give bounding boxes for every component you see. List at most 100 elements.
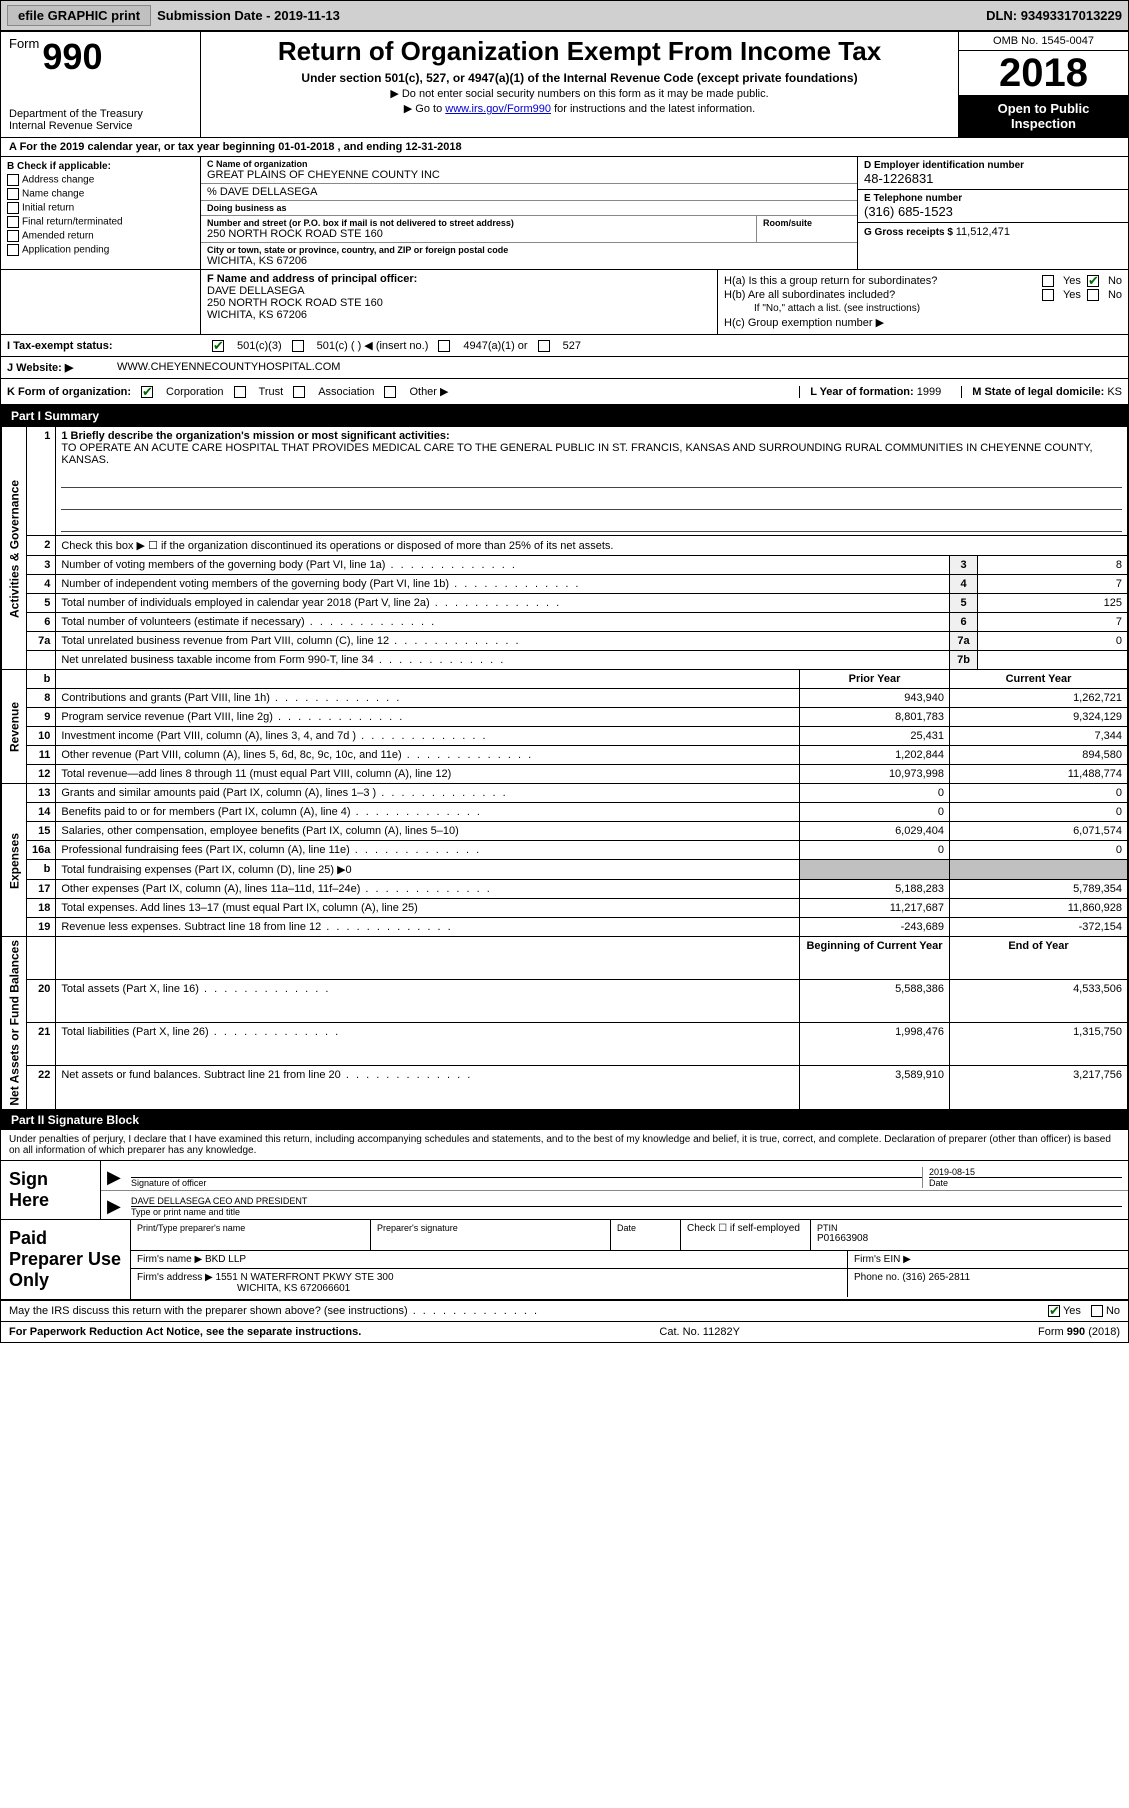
chk-501c[interactable]	[292, 340, 304, 352]
line-9-curr: 9,324,129	[950, 708, 1128, 727]
hb-no[interactable]	[1087, 289, 1099, 301]
city-label: City or town, state or province, country…	[207, 245, 851, 255]
line-16b-prior	[800, 860, 950, 880]
sig-name-title-field: DAVE DELLASEGA CEO AND PRESIDENT Type or…	[131, 1196, 1122, 1217]
chk-501c3[interactable]	[212, 340, 224, 352]
line-7a-box: 7a	[950, 632, 978, 651]
line-1-num: 1	[27, 427, 56, 536]
suite-label: Room/suite	[763, 218, 851, 228]
line-16a-desc: Professional fundraising fees (Part IX, …	[56, 841, 800, 860]
efile-graphic-button[interactable]: efile GRAPHIC print	[7, 5, 151, 26]
line-4-box: 4	[950, 575, 978, 594]
vlabel-na: Net Assets or Fund Balances	[2, 937, 27, 1110]
chk-other[interactable]	[384, 386, 396, 398]
omb-number: OMB No. 1545-0047	[959, 32, 1128, 51]
line-17-prior: 5,188,283	[800, 880, 950, 899]
chk-corporation[interactable]	[141, 386, 153, 398]
line-8-num: 8	[27, 689, 56, 708]
prep-sig-label: Preparer's signature	[377, 1223, 604, 1233]
paid-preparer-label: Paid Preparer Use Only	[1, 1220, 131, 1299]
firm-name-label: Firm's name ▶	[137, 1254, 202, 1265]
box-f-label: F Name and address of principal officer:	[207, 273, 711, 285]
line-16a-curr: 0	[950, 841, 1128, 860]
line-3-box: 3	[950, 556, 978, 575]
fh-row: F Name and address of principal officer:…	[1, 270, 1128, 335]
chk-trust[interactable]	[234, 386, 246, 398]
phone-value: (316) 685-1523	[864, 204, 1122, 219]
firm-addr-label: Firm's address ▶	[137, 1272, 213, 1283]
hb-yes[interactable]	[1042, 289, 1054, 301]
line-3-num: 3	[27, 556, 56, 575]
form-word: Form	[9, 36, 39, 51]
line-22-num: 22	[27, 1066, 56, 1109]
line-11-desc: Other revenue (Part VIII, column (A), li…	[56, 746, 800, 765]
self-employed-check[interactable]: Check ☐ if self-employed	[681, 1220, 811, 1250]
line-10-curr: 7,344	[950, 727, 1128, 746]
line-2-desc: Check this box ▶ ☐ if the organization d…	[56, 536, 1128, 556]
chk-527[interactable]	[538, 340, 550, 352]
chk-name-change[interactable]: Name change	[7, 188, 194, 200]
line-5-desc: Total number of individuals employed in …	[56, 594, 950, 613]
chk-final-return[interactable]: Final return/terminated	[7, 216, 194, 228]
col-end: End of Year	[950, 937, 1128, 980]
line-9-desc: Program service revenue (Part VIII, line…	[56, 708, 800, 727]
discuss-yes[interactable]	[1048, 1305, 1060, 1317]
line-19-curr: -372,154	[950, 918, 1128, 937]
gross-receipts-label: G Gross receipts $	[864, 227, 956, 238]
chk-initial-return[interactable]: Initial return	[7, 202, 194, 214]
line-20-num: 20	[27, 980, 56, 1023]
footer-left: For Paperwork Reduction Act Notice, see …	[9, 1326, 361, 1338]
na-spacer-desc	[56, 937, 800, 980]
ha-no[interactable]	[1087, 275, 1099, 287]
line-18-desc: Total expenses. Add lines 13–17 (must eq…	[56, 899, 800, 918]
col-begin: Beginning of Current Year	[800, 937, 950, 980]
line-7a-num: 7a	[27, 632, 56, 651]
chk-application-pending[interactable]: Application pending	[7, 244, 194, 256]
sig-intro: Under penalties of perjury, I declare th…	[1, 1130, 1128, 1161]
chk-4947[interactable]	[438, 340, 450, 352]
line-4-desc: Number of independent voting members of …	[56, 575, 950, 594]
ha-yes[interactable]	[1042, 275, 1054, 287]
line-15-num: 15	[27, 822, 56, 841]
website-value: WWW.CHEYENNECOUNTYHOSPITAL.COM	[117, 361, 340, 374]
chk-amended-return[interactable]: Amended return	[7, 230, 194, 242]
line-14-curr: 0	[950, 803, 1128, 822]
hc-label: H(c) Group exemption number ▶	[724, 316, 1122, 329]
line-5-val: 125	[978, 594, 1128, 613]
period-row: A For the 2019 calendar year, or tax yea…	[1, 138, 1128, 157]
box-b: B Check if applicable: Address change Na…	[1, 157, 201, 269]
footer-form: Form 990 (2018)	[1038, 1326, 1120, 1338]
discuss-row: May the IRS discuss this return with the…	[1, 1301, 1128, 1322]
officer-addr1: 250 NORTH ROCK ROAD STE 160	[207, 297, 711, 309]
line-13-curr: 0	[950, 784, 1128, 803]
line-21-prior: 1,998,476	[800, 1023, 950, 1066]
line-7a-desc: Total unrelated business revenue from Pa…	[56, 632, 950, 651]
box-h: H(a) Is this a group return for subordin…	[718, 270, 1128, 334]
line-16b-num: b	[27, 860, 56, 880]
street: 250 NORTH ROCK ROAD STE 160	[207, 228, 750, 240]
efile-topbar: efile GRAPHIC print Submission Date - 20…	[0, 0, 1129, 31]
irs-label: Internal Revenue Service	[9, 120, 192, 132]
header-left: Form 990 Department of the Treasury Inte…	[1, 32, 201, 137]
dept-treasury: Department of the Treasury	[9, 108, 192, 120]
chk-address-change[interactable]: Address change	[7, 174, 194, 186]
line-22-curr: 3,217,756	[950, 1066, 1128, 1109]
chk-association[interactable]	[293, 386, 305, 398]
line-7b-desc: Net unrelated business taxable income fr…	[56, 651, 950, 670]
line-4-num: 4	[27, 575, 56, 594]
line-12-prior: 10,973,998	[800, 765, 950, 784]
line-14-num: 14	[27, 803, 56, 822]
form-number: 990	[42, 36, 102, 77]
line-17-num: 17	[27, 880, 56, 899]
entity-block: B Check if applicable: Address change Na…	[1, 157, 1128, 270]
prep-name-label: Print/Type preparer's name	[137, 1223, 364, 1233]
box-l: L Year of formation: 1999	[799, 386, 941, 398]
hb-label: H(b) Are all subordinates included?	[724, 289, 1036, 301]
discuss-no[interactable]	[1091, 1305, 1103, 1317]
line-15-desc: Salaries, other compensation, employee b…	[56, 822, 800, 841]
form-990-container: Form 990 Department of the Treasury Inte…	[0, 31, 1129, 1343]
prep-name-value	[137, 1233, 364, 1247]
line-1-desc: 1 Briefly describe the organization's mi…	[56, 427, 1128, 536]
irs-link[interactable]: www.irs.gov/Form990	[445, 103, 551, 115]
line-6-num: 6	[27, 613, 56, 632]
